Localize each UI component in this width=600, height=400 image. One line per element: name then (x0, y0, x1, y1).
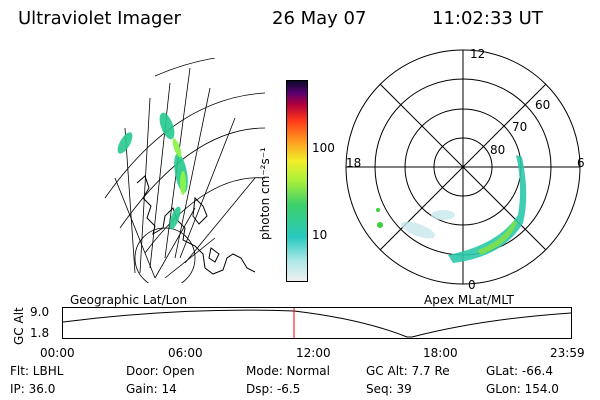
status-dsp: Dsp: -6.5 (246, 382, 301, 396)
timeline-axis-label: GC Alt (12, 307, 26, 345)
polar-lat-80: 80 (490, 143, 506, 157)
polar-lat-70: 70 (512, 120, 528, 134)
status-seq: Seq: 39 (366, 382, 412, 396)
timeline-t0: 00:00 (40, 346, 75, 360)
status-flt: Flt: LBHL (10, 364, 64, 378)
timeline-t3: 18:00 (423, 346, 458, 360)
status-gain: Gain: 14 (126, 382, 177, 396)
left-panel-label: Geographic Lat/Lon (70, 293, 188, 307)
status-door: Door: Open (126, 364, 195, 378)
instrument-title: Ultraviolet Imager (18, 8, 181, 29)
colorbar-tick-100: 100 (312, 141, 335, 155)
timeline-t4: 23:59 (550, 346, 585, 360)
geographic-map (104, 58, 265, 283)
polar-mlt-18: 18 (346, 156, 362, 170)
timeline-plot (62, 307, 572, 339)
status-gc-alt: GC Alt: 7.7 Re (366, 364, 450, 378)
status-ip: IP: 36.0 (10, 382, 56, 396)
time-label: 11:02:33 UT (432, 8, 543, 29)
status-glat: GLat: -66.4 (486, 364, 553, 378)
status-glon: GLon: 154.0 (486, 382, 559, 396)
polar-mlt-0: 0 (468, 278, 476, 292)
polar-mlt-12: 12 (470, 47, 486, 61)
timeline-y-bottom: 1.8 (30, 326, 50, 340)
polar-lat-60: 60 (535, 98, 551, 112)
colorbar-unit-label: photon cm⁻²s⁻¹ (258, 147, 272, 240)
colorbar (286, 80, 308, 282)
timeline-t2: 12:00 (296, 346, 331, 360)
timeline-y-top: 9.0 (30, 305, 50, 319)
colorbar-tick-10: 10 (312, 228, 328, 242)
timeline-t1: 06:00 (168, 346, 203, 360)
status-mode: Mode: Normal (246, 364, 330, 378)
date-label: 26 May 07 (272, 8, 367, 29)
polar-mlt-6: 6 (577, 156, 585, 170)
right-panel-label: Apex MLat/MLT (424, 293, 514, 307)
polar-plot (345, 49, 581, 285)
